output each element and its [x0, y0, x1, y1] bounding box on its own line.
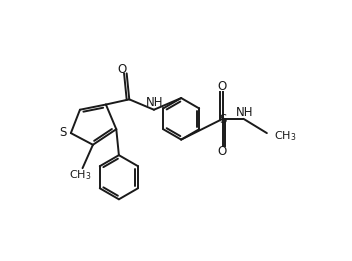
Text: S: S [220, 113, 227, 126]
Text: S: S [59, 126, 67, 139]
Text: O: O [218, 80, 227, 93]
Text: NH: NH [146, 96, 163, 109]
Text: O: O [218, 145, 227, 158]
Text: CH$_3$: CH$_3$ [274, 129, 297, 143]
Text: NH: NH [236, 105, 253, 118]
Text: CH$_3$: CH$_3$ [69, 168, 91, 182]
Text: O: O [117, 63, 127, 76]
